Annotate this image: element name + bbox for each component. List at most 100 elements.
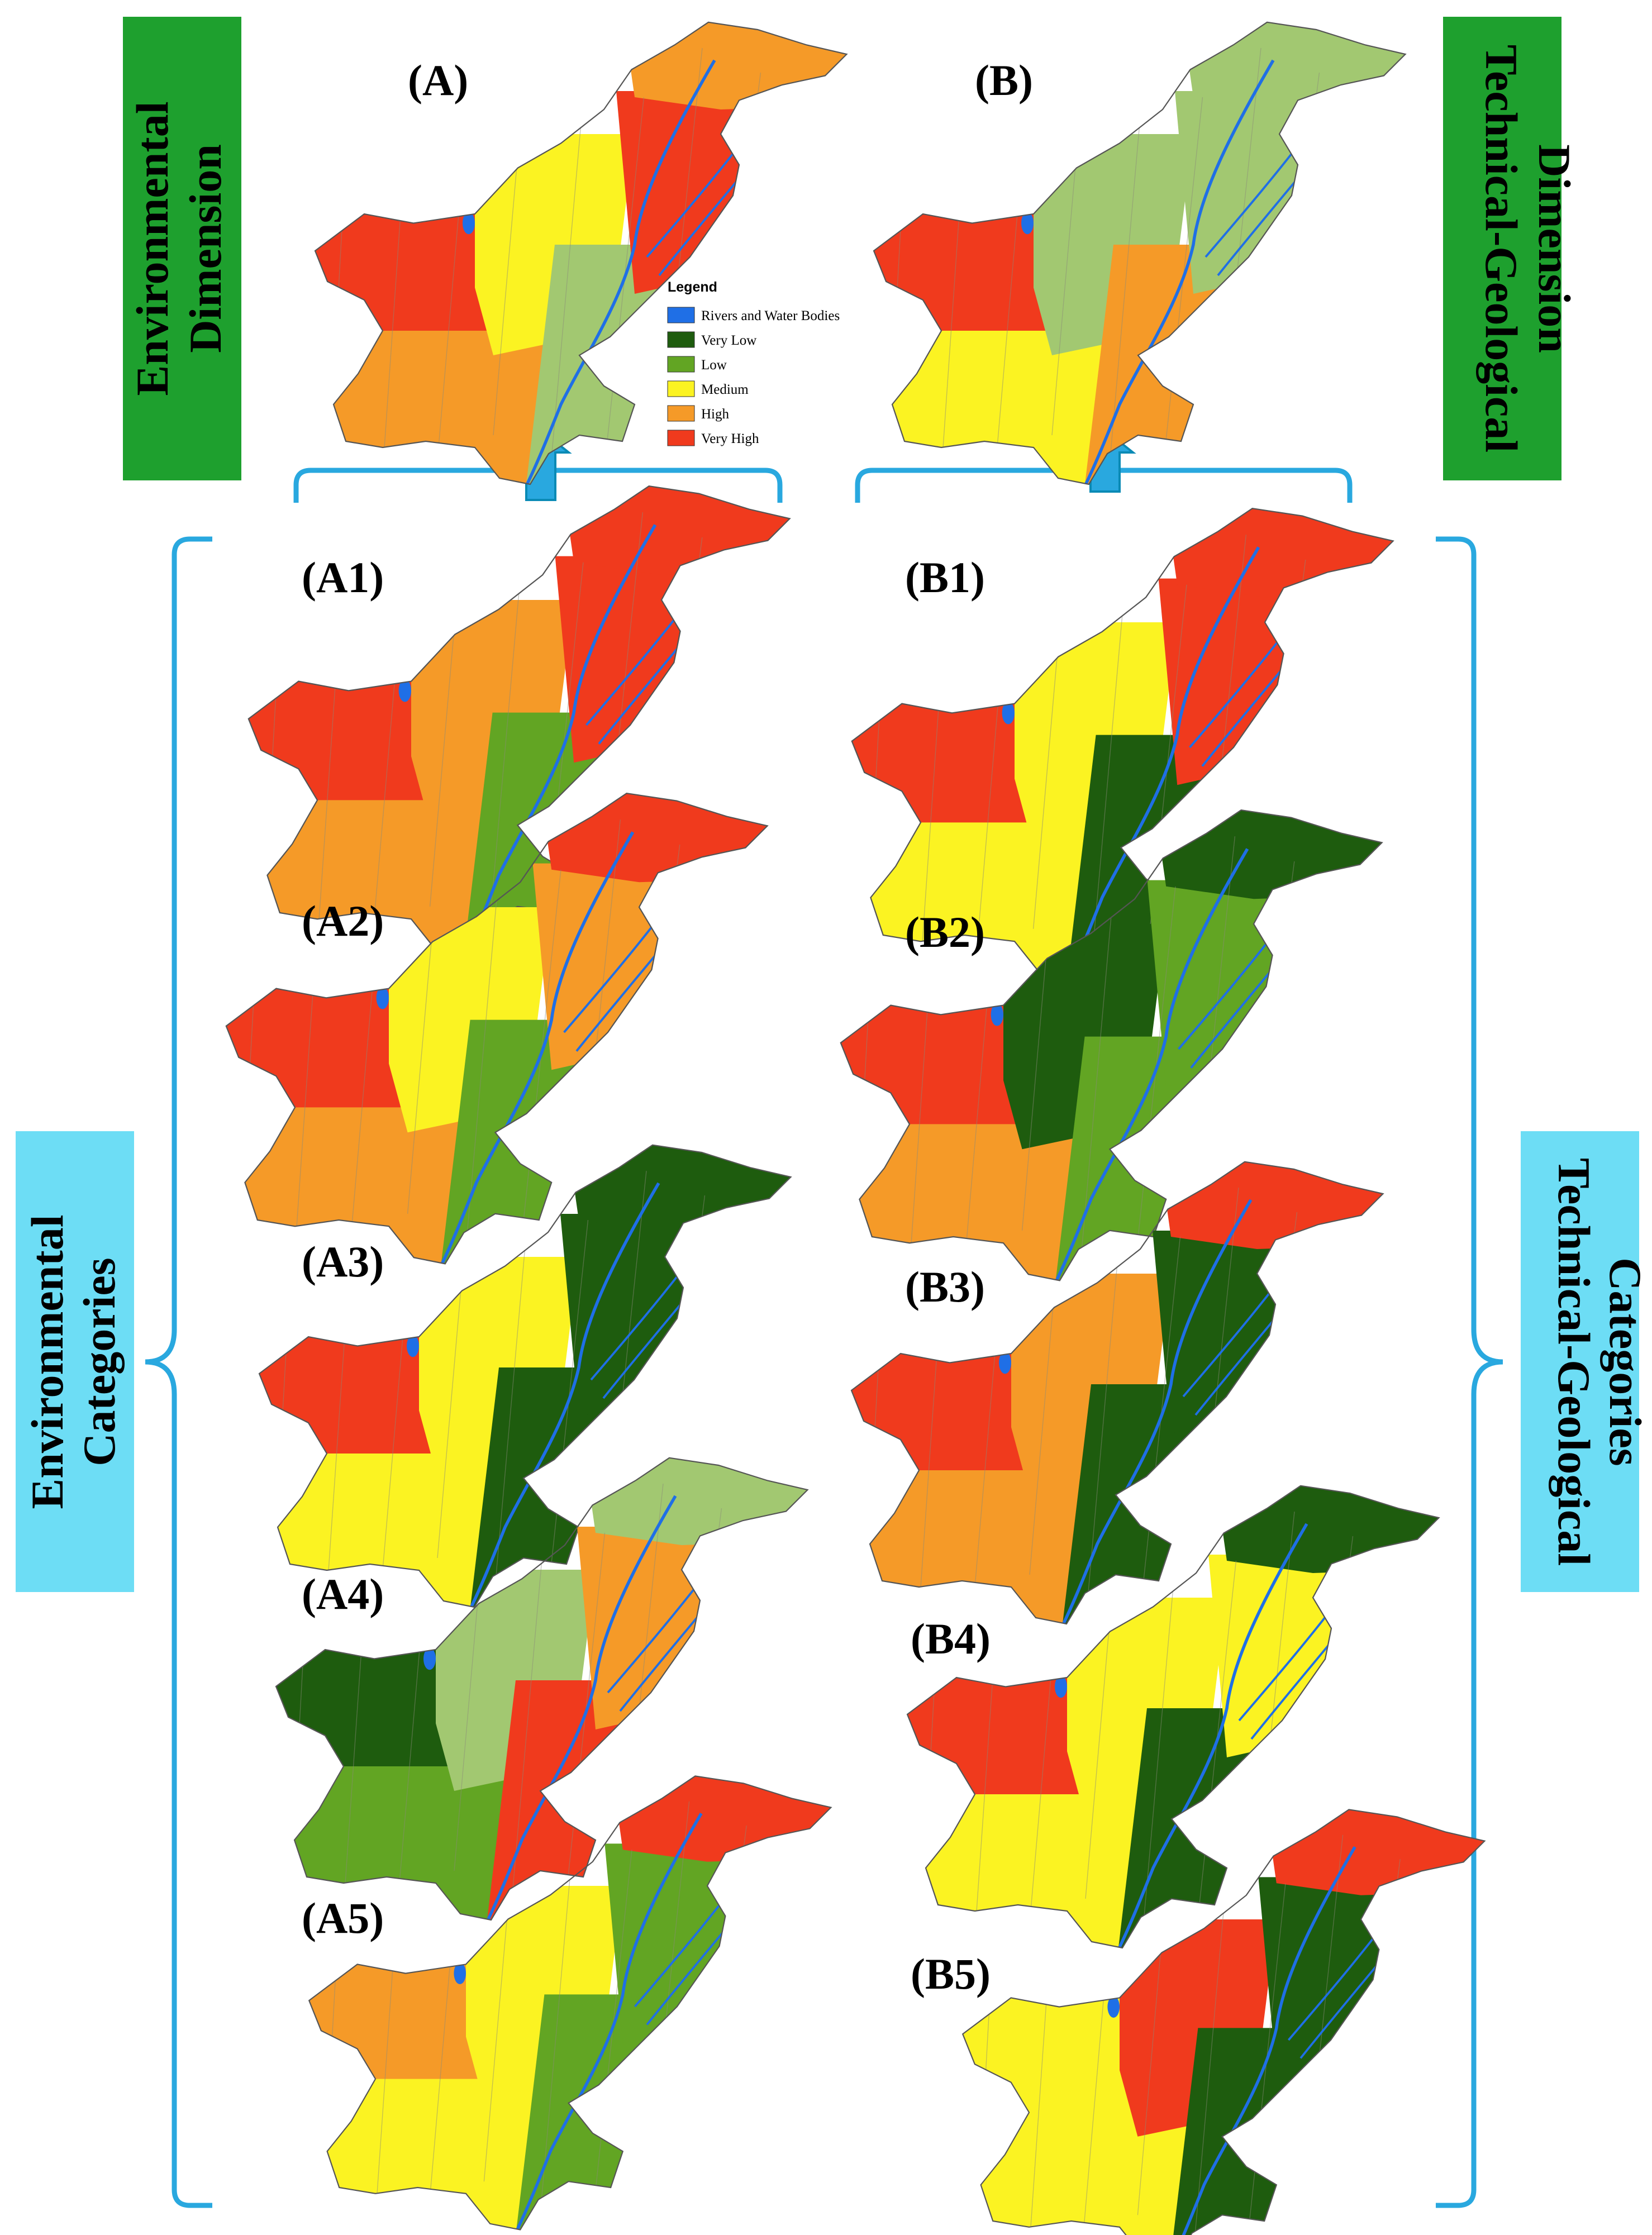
map-region xyxy=(1181,22,1406,110)
legend-swatch-very-low xyxy=(667,331,695,348)
map-region xyxy=(1153,810,1382,899)
water-body xyxy=(423,1647,436,1670)
panel-label-b4: (B4) xyxy=(911,1614,991,1663)
panel-label-b3: (B3) xyxy=(905,1262,985,1311)
panel-label-a: (A) xyxy=(408,56,468,104)
legend-label-low: Low xyxy=(701,358,727,373)
district-boundary xyxy=(1140,1236,1181,1612)
district-boundary xyxy=(548,1219,589,1595)
map-region xyxy=(583,1457,808,1546)
legend-item-water: Rivers and Water Bodies xyxy=(667,307,840,323)
panel-label-a4: (A4) xyxy=(302,1570,384,1618)
district-boundary xyxy=(1314,584,1365,979)
panel-label-a1: (A1) xyxy=(302,553,384,602)
environmental-dimension-box-bg xyxy=(123,17,241,480)
map-regions xyxy=(874,22,1406,485)
district-boundary xyxy=(592,1850,632,2218)
technical-categories-line2: Categories xyxy=(1600,1257,1651,1466)
legend-swatch-medium xyxy=(667,380,695,397)
river xyxy=(522,59,716,485)
legend-swatch-low xyxy=(667,356,695,373)
district-boundary xyxy=(1162,97,1203,473)
legend-label-medium: Medium xyxy=(701,382,749,397)
map-region xyxy=(309,2079,557,2230)
environmental-categories-line2: Categories xyxy=(74,1257,125,1466)
legend-swatch-high xyxy=(667,405,695,422)
map-region xyxy=(907,1794,1160,1948)
technical-dimension-box: Technical-Geological Dimension xyxy=(1443,17,1580,480)
water-body xyxy=(1021,212,1034,235)
district-boundary xyxy=(564,1532,606,1908)
river xyxy=(1115,1523,1308,1948)
water-body xyxy=(376,987,389,1009)
district-boundary xyxy=(730,1532,780,1921)
panel-label-b: (B) xyxy=(975,56,1033,104)
panel-label-b2: (B2) xyxy=(905,908,985,956)
environmental-dimension-box: Environmental Dimension xyxy=(123,17,241,480)
legend-item-very-high: Very High xyxy=(667,430,759,446)
water-body xyxy=(1002,702,1015,725)
map-regions xyxy=(315,22,847,485)
district-boundary xyxy=(711,562,762,957)
district-boundary xyxy=(520,869,561,1252)
district-boundary xyxy=(713,1219,764,1608)
technical-dimension-box-bg xyxy=(1443,17,1561,480)
map-b xyxy=(873,21,1406,485)
river xyxy=(1166,1846,1356,2235)
water-body xyxy=(991,1003,1003,1026)
legend-label-water: Rivers and Water Bodies xyxy=(701,308,840,323)
technical-dimension-line2: Dimension xyxy=(1529,144,1580,353)
map-region xyxy=(874,331,1126,485)
water-body xyxy=(1055,1675,1067,1698)
river xyxy=(483,1495,677,1921)
legend-item-medium: Medium xyxy=(667,380,749,397)
technical-categories-line1: Technical-Geological xyxy=(1549,1158,1599,1566)
map-region xyxy=(1215,1485,1439,1574)
map-region xyxy=(611,1776,831,1862)
environmental-dimension-line1: Environmental xyxy=(127,102,178,396)
water-body xyxy=(463,212,475,235)
legend-title: Legend xyxy=(668,279,717,295)
environmental-categories-box-bg xyxy=(16,1131,134,1592)
environmental-dimension-line2: Dimension xyxy=(180,144,231,353)
map-region xyxy=(276,1766,529,1921)
legend-label-very-high: Very High xyxy=(701,431,759,446)
technical-categories-box-bg xyxy=(1521,1131,1639,1592)
map-region xyxy=(1264,1809,1485,1895)
district-boundary xyxy=(603,97,645,473)
left-brace xyxy=(145,536,212,2208)
river xyxy=(1081,59,1275,485)
map-region xyxy=(963,2112,1211,2235)
technical-dimension-line1: Technical-Geological xyxy=(1476,45,1527,452)
legend-swatch-water xyxy=(667,307,695,323)
river xyxy=(1063,546,1260,979)
river xyxy=(466,1182,660,1608)
legend-item-very-low: Very Low xyxy=(667,331,756,348)
map-region xyxy=(561,486,790,575)
map-a xyxy=(314,21,848,485)
water-body xyxy=(454,1962,466,1985)
map-region xyxy=(566,1145,791,1233)
water-body xyxy=(398,679,411,702)
legend-item-low: Low xyxy=(667,356,727,373)
legend-label-high: High xyxy=(701,407,730,422)
panel-labels: (A) (B) (A1) (B1) (A2) (B2) (A3) (B3) (A… xyxy=(302,56,1033,1998)
map-region xyxy=(539,793,768,883)
legend-swatch-very-high xyxy=(667,430,695,446)
district-boundary xyxy=(1134,886,1176,1269)
district-boundary xyxy=(1328,97,1378,485)
river xyxy=(1059,1199,1253,1624)
maps-layer xyxy=(225,21,1486,2235)
water-body xyxy=(1107,1996,1120,2018)
panel-label-b5: (B5) xyxy=(911,1950,991,1998)
district-boundary xyxy=(1246,1883,1286,2235)
legend-item-high: High xyxy=(667,405,730,422)
river xyxy=(1052,848,1249,1281)
panel-label-b1: (B1) xyxy=(905,553,985,602)
map-region xyxy=(622,22,847,110)
district-boundary xyxy=(1408,1883,1458,2235)
panel-label-a2: (A2) xyxy=(302,897,384,945)
legend: Legend Rivers and Water Bodies Very Low … xyxy=(667,279,840,446)
district-boundary xyxy=(755,1850,804,2230)
